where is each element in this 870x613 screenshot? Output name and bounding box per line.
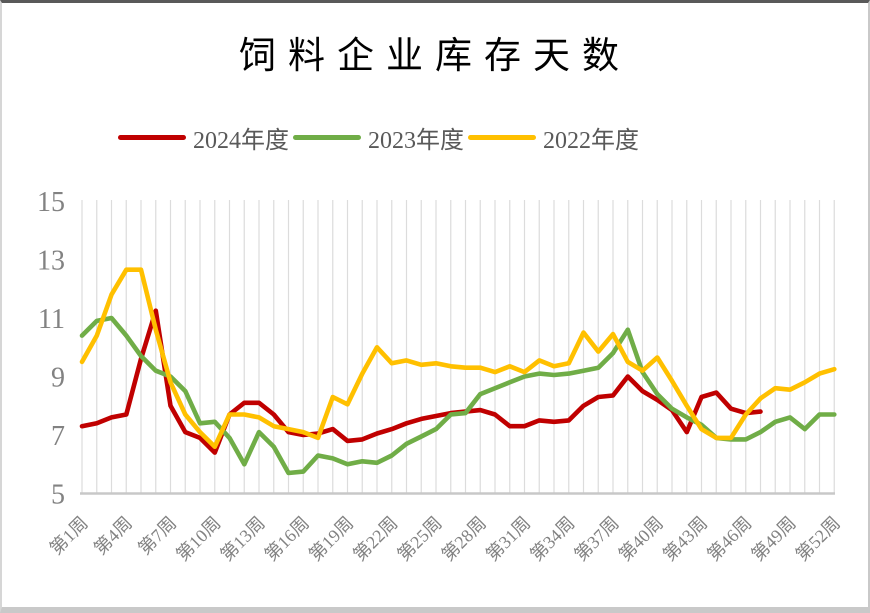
legend-item-2022: 2022年度 (468, 120, 639, 155)
x-tick-label: 第16周 (261, 513, 313, 565)
y-tick-label: 11 (38, 304, 65, 335)
y-tick-label: 5 (51, 480, 65, 511)
legend-label-2024: 2024年度 (193, 128, 289, 154)
y-tick-label: 9 (51, 363, 65, 394)
x-tick-label: 第10周 (172, 513, 224, 565)
x-tick-label: 第31周 (482, 513, 534, 565)
legend-swatch-2022 (468, 135, 536, 140)
x-tick-label: 第49周 (748, 513, 800, 565)
line-chart-plot-area: 15 13 11 9 7 5第1周第4周第7周第10周第13周第16周第19周第22周第2… (37, 187, 844, 565)
x-tick-label: 第52周 (792, 513, 844, 565)
x-tick-label: 第46周 (703, 513, 755, 565)
series-line-2024 (79, 308, 763, 455)
y-axis-tick-labels: 15 13 11 9 7 5 (37, 187, 65, 511)
series-line-2022 (79, 267, 837, 450)
y-tick-label: 13 (37, 246, 65, 277)
x-tick-label: 第4周 (90, 513, 136, 559)
legend-label-2023: 2023年度 (368, 128, 464, 154)
legend-item-2024: 2024年度 (118, 120, 289, 155)
x-tick-label: 第19周 (305, 513, 357, 565)
legend-label-2022: 2022年度 (543, 128, 639, 154)
legend-swatch-2023 (293, 135, 361, 140)
legend-swatch-2024 (118, 135, 186, 140)
x-tick-label: 第37周 (571, 513, 623, 565)
x-tick-label: 第34周 (526, 513, 578, 565)
x-tick-label: 第43周 (659, 513, 711, 565)
chart-legend: 2024年度 2023年度 2022年度 (118, 120, 643, 155)
chart-title: 饲料企业库存天数 (239, 36, 631, 77)
y-tick-label: 15 (37, 187, 65, 218)
x-tick-label: 第22周 (349, 513, 401, 565)
y-tick-label: 7 (51, 421, 65, 452)
legend-item-2023: 2023年度 (293, 120, 464, 155)
x-tick-label: 第13周 (217, 513, 269, 565)
x-tick-label: 第25周 (394, 513, 446, 565)
x-axis-tick-labels: 第1周第4周第7周第10周第13周第16周第19周第22周第25周第28周第31… (46, 513, 844, 565)
vertical-gridlines (81, 200, 835, 494)
x-tick-label: 第40周 (615, 513, 667, 565)
x-tick-label: 第1周 (46, 513, 92, 559)
x-tick-label: 第28周 (438, 513, 490, 565)
